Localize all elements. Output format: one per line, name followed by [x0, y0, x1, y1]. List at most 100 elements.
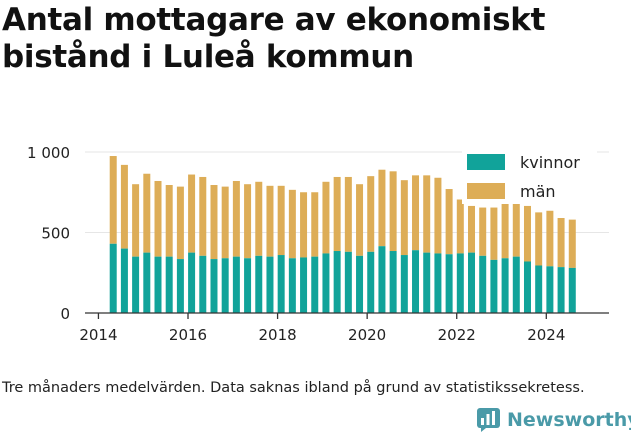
bar-kvinnor — [356, 255, 364, 313]
bar-man — [176, 186, 184, 260]
bar-kvinnor — [188, 252, 196, 313]
footnote: Tre månaders medelvärden. Data saknas ib… — [2, 380, 585, 396]
bar-man — [255, 181, 263, 256]
brand-name: Newsworthy — [507, 408, 631, 431]
bar-kvinnor — [199, 255, 207, 313]
bar-man — [333, 176, 341, 252]
chart: 0 500 1 000 2014 2016 2018 2020 2022 2024 kvinnor… — [27, 144, 609, 344]
bar-kvinnor — [300, 257, 308, 313]
bar-kvinnor — [277, 255, 285, 313]
x-tick-label: 2018 — [258, 326, 296, 344]
bar-kvinnor — [490, 259, 498, 313]
bar-man — [165, 185, 173, 257]
bar-kvinnor — [232, 256, 240, 313]
bar-man — [479, 207, 487, 256]
bar-kvinnor — [523, 261, 531, 313]
legend-label: kvinnor — [520, 153, 580, 172]
bar-kvinnor — [412, 250, 420, 313]
legend-swatch-man — [467, 183, 505, 199]
bar-kvinnor — [154, 256, 162, 313]
bar-kvinnor — [244, 258, 252, 313]
bar-kvinnor — [423, 252, 431, 313]
bar-man — [389, 171, 397, 252]
bar-man — [232, 180, 240, 257]
bar-kvinnor — [311, 256, 319, 313]
bar-man — [557, 218, 565, 268]
bar-man — [277, 185, 285, 256]
bar-man — [311, 192, 319, 257]
bar-man — [512, 195, 520, 257]
bar-man — [143, 173, 151, 253]
bar-kvinnor — [255, 255, 263, 313]
bar-kvinnor — [479, 255, 487, 313]
bar-kvinnor — [378, 246, 386, 313]
x-tick-label: 2024 — [527, 326, 565, 344]
bar-kvinnor — [132, 256, 140, 313]
bar-man — [546, 210, 554, 267]
bar-man — [468, 205, 476, 253]
bar-kvinnor — [535, 265, 543, 313]
brand[interactable]: Newsworthy — [476, 407, 631, 432]
bar-kvinnor — [176, 259, 184, 313]
legend-label: män — [520, 182, 556, 201]
bar-man — [501, 201, 509, 259]
legend-swatch-kvinnor — [467, 154, 505, 170]
bar-kvinnor — [389, 251, 397, 313]
bar-man — [120, 164, 128, 249]
bar-man — [568, 219, 576, 268]
bar-man — [266, 185, 274, 257]
bar-kvinnor — [288, 258, 296, 313]
y-tick-label: 0 — [60, 305, 70, 323]
bar-man — [367, 176, 375, 252]
bar-kvinnor — [165, 256, 173, 313]
bar-man — [535, 212, 543, 266]
bar-kvinnor — [568, 267, 576, 313]
bar-man — [423, 175, 431, 253]
bar-kvinnor — [221, 258, 229, 313]
bar-kvinnor — [546, 266, 554, 313]
bar-man — [456, 199, 464, 254]
bar-kvinnor — [210, 259, 218, 313]
bar-man — [244, 184, 252, 259]
x-tick-label: 2014 — [79, 326, 117, 344]
bar-man — [199, 176, 207, 256]
bar-man — [221, 186, 229, 259]
x-tick-label: 2020 — [348, 326, 386, 344]
y-tick-label: 1 000 — [27, 144, 70, 162]
bar-kvinnor — [109, 243, 117, 313]
newsworthy-logo-icon — [477, 408, 500, 432]
bar-kvinnor — [557, 267, 565, 313]
bar-man — [445, 189, 453, 255]
bar-kvinnor — [501, 258, 509, 313]
x-tick-label: 2022 — [438, 326, 476, 344]
bar-man — [300, 192, 308, 258]
bar-kvinnor — [333, 251, 341, 313]
bar-man — [322, 181, 330, 254]
bar-man — [344, 176, 352, 252]
bar-man — [154, 180, 162, 257]
bar-kvinnor — [322, 253, 330, 313]
bar-man — [400, 180, 408, 256]
bar-kvinnor — [456, 253, 464, 313]
bar-man — [188, 174, 196, 253]
bar-kvinnor — [120, 248, 128, 313]
x-tick-label: 2016 — [169, 326, 207, 344]
page-title: Antal mottagare av ekonomiskt bistånd i … — [2, 2, 546, 75]
bar-kvinnor — [344, 251, 352, 313]
bar-man — [288, 189, 296, 259]
bar-man — [210, 185, 218, 260]
y-tick-label: 500 — [41, 225, 70, 243]
bar-kvinnor — [143, 252, 151, 313]
bar-man — [356, 184, 364, 256]
bar-man — [132, 184, 140, 257]
bar-man — [490, 207, 498, 260]
bar-kvinnor — [512, 256, 520, 313]
bar-man — [378, 169, 386, 247]
bar-kvinnor — [367, 251, 375, 313]
bar-kvinnor — [468, 252, 476, 313]
bar-kvinnor — [400, 255, 408, 313]
bar-man — [434, 177, 442, 254]
bar-man — [412, 175, 420, 251]
bar-man — [523, 205, 531, 262]
bar-kvinnor — [434, 253, 442, 313]
